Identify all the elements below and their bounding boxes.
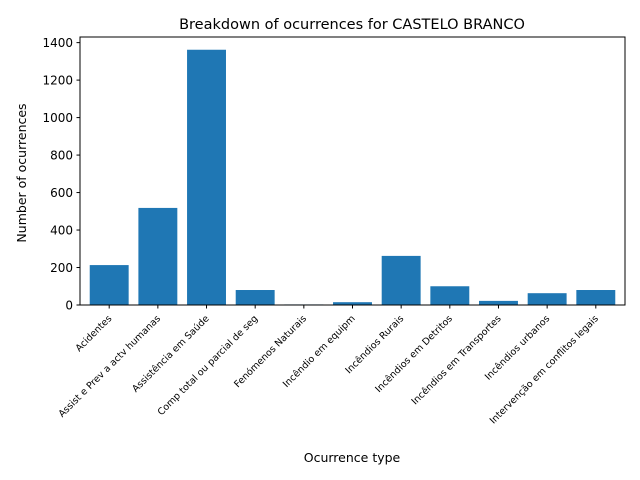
y-tick-label: 800 bbox=[50, 149, 73, 163]
x-tick-label: Assist e Prev a actv humanas bbox=[57, 313, 163, 419]
y-tick-label: 1400 bbox=[42, 36, 73, 50]
x-axis-label: Ocurrence type bbox=[304, 450, 401, 465]
y-tick-label: 1200 bbox=[42, 74, 73, 88]
bar bbox=[89, 265, 129, 305]
bar bbox=[235, 290, 275, 305]
bar bbox=[527, 293, 567, 305]
axes-frame bbox=[79, 36, 626, 306]
chart-title: Breakdown of ocurrences for CASTELO BRAN… bbox=[179, 17, 525, 33]
x-tick-label: Intervenção em conflitos legais bbox=[488, 313, 601, 426]
bar bbox=[333, 302, 372, 305]
x-tick-label: Comp total ou parcial de seg bbox=[156, 313, 261, 418]
y-tick-label: 400 bbox=[50, 224, 73, 238]
y-axis: 0 200 400 600 800 1000 1200 1400 bbox=[42, 36, 80, 313]
y-tick-label: 200 bbox=[50, 261, 73, 275]
y-axis-label: Number of ocurrences bbox=[14, 103, 29, 242]
bar bbox=[138, 207, 178, 305]
bar bbox=[479, 300, 518, 305]
bar bbox=[430, 286, 470, 305]
bar bbox=[381, 255, 421, 305]
y-tick-label: 600 bbox=[50, 186, 73, 200]
bar bbox=[187, 49, 226, 306]
y-tick-label: 1000 bbox=[42, 111, 73, 125]
x-tick-label: Acidentes bbox=[74, 313, 115, 354]
bar bbox=[576, 290, 616, 305]
bars-group bbox=[89, 49, 616, 306]
x-tick-label: Incêndios em Transportes bbox=[410, 313, 504, 407]
y-tick-label: 0 bbox=[65, 299, 73, 313]
